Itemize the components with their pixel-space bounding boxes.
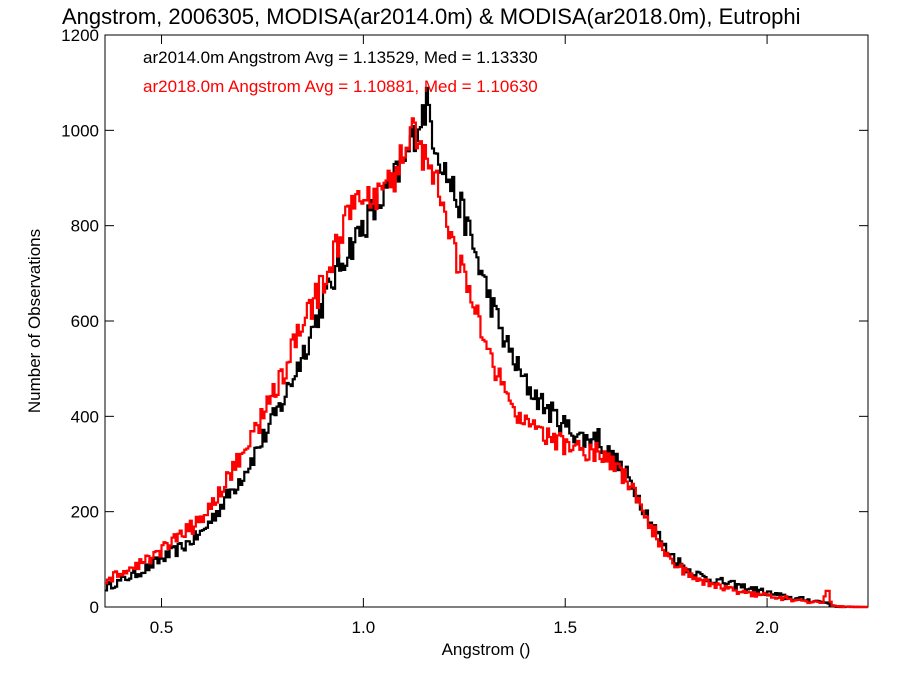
series-layer	[105, 86, 868, 609]
x-tick-label: 0.5	[150, 618, 174, 637]
annotation-black: ar2014.0m Angstrom Avg = 1.13529, Med = …	[143, 48, 538, 67]
series-ar2014-line	[105, 86, 868, 609]
y-tick-label: 800	[71, 217, 99, 236]
series-ar2018-line	[105, 117, 868, 609]
y-tick-label: 0	[90, 598, 99, 617]
y-tick-label: 200	[71, 503, 99, 522]
axis-ticks: 0.5 1.0 1.5 2.0 0 200 400 600 800 1000 1200	[61, 26, 868, 637]
x-tick-label: 1.0	[352, 618, 376, 637]
annotation-red: ar2018.0m Angstrom Avg = 1.10881, Med = …	[143, 77, 538, 96]
y-tick-label: 600	[71, 312, 99, 331]
x-axis-label: Angstrom ()	[442, 640, 531, 659]
y-tick-label: 1200	[61, 26, 99, 45]
x-tick-label: 1.5	[553, 618, 577, 637]
y-axis-label: Number of Observations	[25, 229, 44, 413]
x-tick-label: 2.0	[755, 618, 779, 637]
y-tick-label: 400	[71, 407, 99, 426]
chart-title: Angstrom, 2006305, MODISA(ar2014.0m) & M…	[62, 4, 801, 29]
plot-frame	[104, 34, 869, 608]
y-tick-label: 1000	[61, 121, 99, 140]
